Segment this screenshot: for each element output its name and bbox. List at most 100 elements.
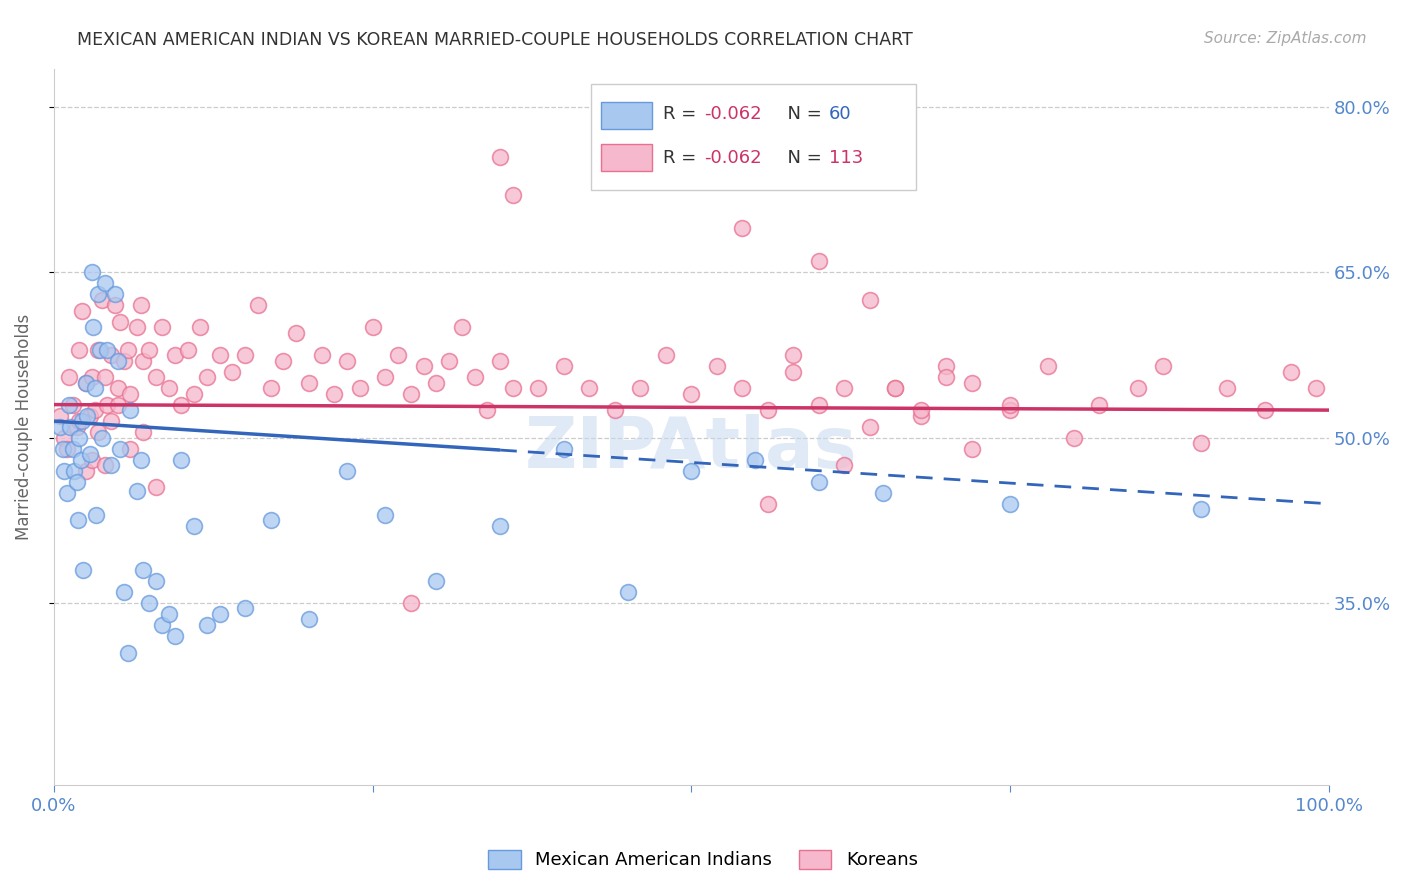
Point (117, 646, 139, 660)
Point (616, 585, 638, 599)
Point (52, 442, 75, 456)
Point (75, 376, 97, 390)
Point (83, 403, 105, 417)
Point (960, 376, 983, 390)
Text: R =: R = (664, 149, 703, 167)
Point (374, 508, 396, 522)
Point (884, 381, 907, 395)
Point (834, 458, 856, 473)
Point (58, 370, 80, 384)
Point (1000, 398, 1022, 412)
Point (66, 475, 89, 489)
Point (412, 359, 434, 373)
Point (361, 320, 384, 334)
Point (108, 442, 131, 456)
Point (94, 277, 117, 291)
Point (120, 442, 142, 456)
Point (1088, 398, 1111, 412)
Text: N =: N = (776, 104, 827, 122)
Point (553, 359, 575, 373)
Point (782, 365, 804, 379)
Point (1063, 431, 1085, 445)
Point (731, 381, 754, 395)
Point (129, 452, 152, 467)
Point (323, 386, 346, 401)
Y-axis label: Married-couple Households: Married-couple Households (15, 313, 32, 540)
Point (87, 287, 110, 301)
Point (138, 343, 160, 357)
Point (349, 381, 371, 395)
Point (58, 398, 80, 412)
Point (233, 348, 256, 362)
Point (782, 348, 804, 362)
Point (183, 518, 205, 533)
Point (55, 442, 77, 456)
Point (69, 452, 91, 467)
Point (125, 483, 148, 498)
Point (553, 442, 575, 456)
Point (884, 381, 907, 395)
Point (1191, 502, 1213, 516)
Point (731, 221, 754, 235)
Point (681, 464, 703, 478)
Point (502, 381, 524, 395)
Point (285, 326, 308, 340)
Point (246, 298, 269, 312)
Point (80, 265, 103, 279)
Point (63, 464, 86, 478)
Point (756, 497, 779, 511)
Point (451, 320, 474, 334)
Point (221, 365, 243, 379)
Point (807, 398, 830, 412)
Point (66, 419, 89, 434)
Text: 60: 60 (830, 104, 852, 122)
Point (756, 403, 779, 417)
Point (1279, 365, 1302, 379)
Point (67, 513, 90, 527)
Point (94, 370, 117, 384)
Point (100, 414, 122, 428)
Point (62, 442, 84, 456)
Point (374, 370, 396, 384)
Point (100, 348, 122, 362)
Point (195, 370, 218, 384)
Point (80, 452, 103, 467)
Point (477, 403, 499, 417)
Point (112, 585, 135, 599)
Point (935, 370, 957, 384)
Point (259, 381, 281, 395)
Point (132, 353, 155, 368)
Point (336, 353, 359, 368)
Point (53, 431, 76, 445)
Point (104, 298, 127, 312)
Point (190, 320, 212, 334)
Point (1038, 359, 1060, 373)
Point (859, 419, 882, 434)
Point (125, 320, 148, 334)
Point (489, 150, 512, 164)
Point (82, 320, 104, 334)
Point (910, 409, 932, 423)
Text: N =: N = (776, 149, 827, 167)
Point (145, 574, 167, 588)
Point (208, 607, 231, 621)
Point (628, 381, 651, 395)
Point (744, 452, 766, 467)
Point (464, 370, 486, 384)
Point (79, 447, 101, 461)
Point (59, 419, 82, 434)
Point (89, 343, 111, 357)
Point (120, 386, 142, 401)
FancyBboxPatch shape (591, 84, 915, 190)
Point (104, 287, 127, 301)
Text: R =: R = (664, 104, 703, 122)
Text: 113: 113 (830, 149, 863, 167)
Point (138, 596, 160, 610)
Point (1000, 497, 1022, 511)
Point (107, 381, 129, 395)
Point (489, 353, 512, 368)
Point (83, 381, 105, 395)
Point (84, 508, 107, 522)
Point (859, 293, 882, 307)
Point (336, 464, 359, 478)
